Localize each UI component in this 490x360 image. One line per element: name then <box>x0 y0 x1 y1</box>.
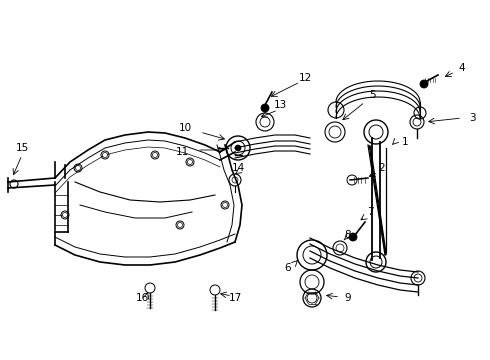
Text: 6: 6 <box>285 263 292 273</box>
Circle shape <box>63 212 68 217</box>
Text: 13: 13 <box>273 100 287 110</box>
Circle shape <box>420 80 428 88</box>
Text: 5: 5 <box>368 90 375 100</box>
Text: 17: 17 <box>228 293 242 303</box>
Text: 1: 1 <box>402 137 408 147</box>
Text: 12: 12 <box>298 73 312 83</box>
Circle shape <box>177 222 182 228</box>
Circle shape <box>261 104 269 112</box>
Text: 3: 3 <box>469 113 475 123</box>
Text: 11: 11 <box>175 147 189 157</box>
Circle shape <box>222 202 227 207</box>
Text: 9: 9 <box>344 293 351 303</box>
Text: 14: 14 <box>231 163 245 173</box>
Circle shape <box>349 233 357 241</box>
Text: 16: 16 <box>135 293 148 303</box>
Text: 15: 15 <box>15 143 28 153</box>
Text: 8: 8 <box>344 230 351 240</box>
Circle shape <box>102 153 107 158</box>
Text: 2: 2 <box>379 163 385 173</box>
Circle shape <box>188 159 193 165</box>
Text: 7: 7 <box>367 207 373 217</box>
Text: 10: 10 <box>178 123 192 133</box>
Circle shape <box>152 153 157 158</box>
Circle shape <box>75 166 80 171</box>
Circle shape <box>235 145 241 151</box>
Text: 4: 4 <box>459 63 466 73</box>
